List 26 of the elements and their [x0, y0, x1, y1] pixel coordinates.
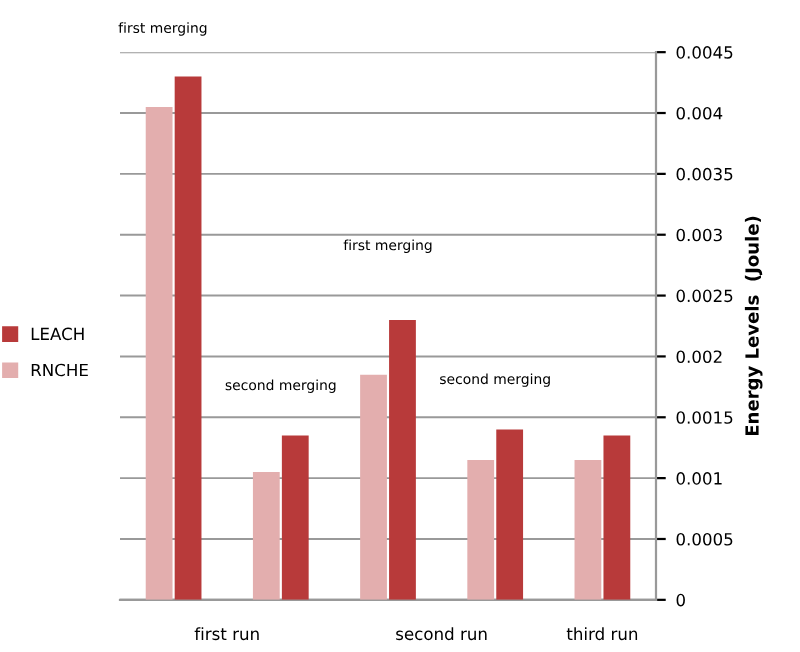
legend-label: LEACH: [31, 327, 84, 341]
bar: [574, 459, 602, 600]
bar: [496, 429, 524, 600]
legend-label: RNCHE: [31, 363, 88, 377]
bar: [360, 374, 387, 600]
y-axis-title: Energy Levels (Joule): [744, 216, 763, 436]
y-tick-label: 0.004: [676, 106, 723, 120]
y-tick-label: 0.0015: [676, 411, 733, 424]
text: first run: [194, 627, 259, 641]
text: third run: [566, 627, 638, 641]
y-tick-label: 0: [676, 593, 685, 607]
y-tick-label: 0.0025: [676, 289, 733, 303]
bar: [281, 435, 309, 600]
bar: [145, 106, 173, 600]
y-tick-label: 0.0035: [676, 167, 733, 181]
bar: [603, 435, 631, 600]
bar: [252, 472, 280, 600]
y-tick-label: 0.0045: [676, 46, 733, 59]
y-tick-label: 0.002: [676, 350, 722, 363]
bar: [174, 76, 202, 600]
text: second run: [396, 627, 487, 641]
bar: [467, 459, 495, 600]
y-tick-label: 0.0005: [676, 532, 733, 546]
y-tick-label: 0.001: [676, 472, 722, 485]
bar: [389, 319, 416, 600]
y-tick-label: 0.003: [676, 228, 722, 242]
